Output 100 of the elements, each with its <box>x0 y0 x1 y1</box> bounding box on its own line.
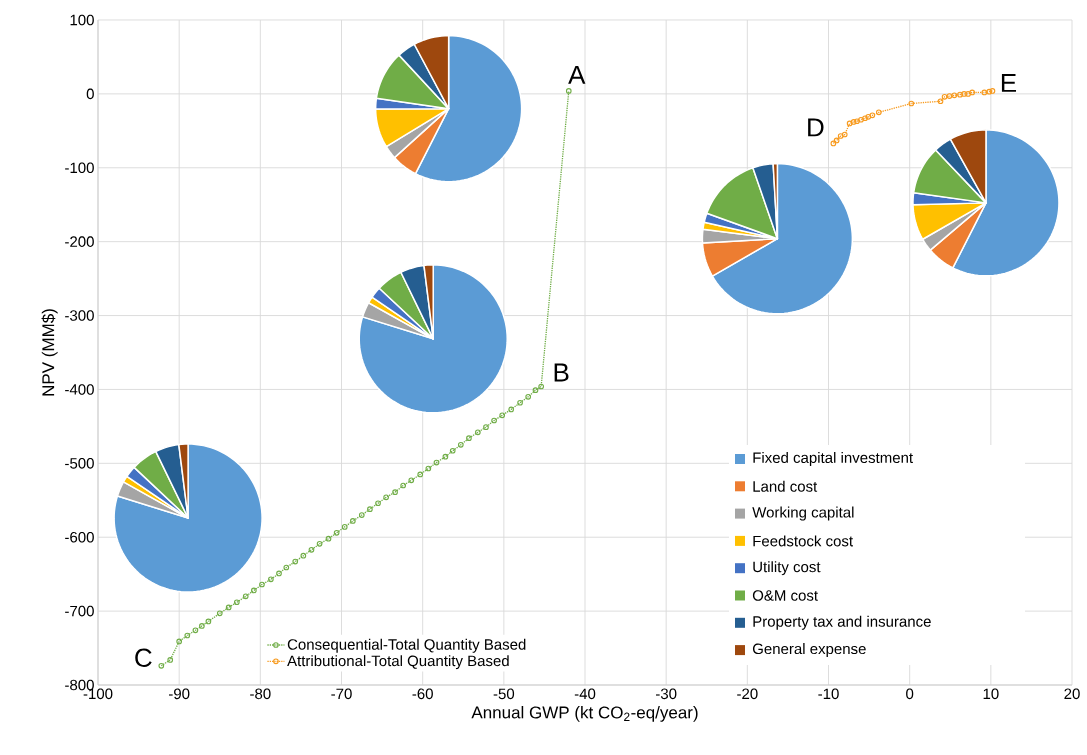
point <box>858 116 864 123</box>
annotation: E <box>1001 73 1017 92</box>
x-tick-label: -50 <box>493 688 515 700</box>
point <box>292 558 299 565</box>
x-tick-label: -60 <box>412 688 433 700</box>
point <box>300 552 307 559</box>
point <box>908 100 915 107</box>
point <box>250 587 257 594</box>
point <box>259 581 265 588</box>
legend-label: Attributional-Total Quantity Based <box>287 655 509 670</box>
point <box>184 632 191 639</box>
y-tick-label: -600 <box>65 531 94 543</box>
point <box>199 623 205 629</box>
x-tick-label: 10 <box>983 688 999 700</box>
y-tick-label: -400 <box>65 384 94 395</box>
point <box>176 638 183 645</box>
annotation: B <box>554 363 569 382</box>
point <box>941 93 948 100</box>
y-tick-label: -700 <box>65 605 94 617</box>
x-tick-label: 0 <box>906 688 914 700</box>
point <box>837 133 844 139</box>
point <box>417 471 424 478</box>
point <box>205 618 212 625</box>
point <box>167 657 174 663</box>
x-tick-label: -90 <box>169 688 190 700</box>
legend-label: Consequential-Total Quantity Based <box>287 638 526 653</box>
point <box>937 98 944 105</box>
annotation: A <box>568 65 586 84</box>
point <box>862 115 868 122</box>
y-tick-label: 100 <box>70 14 94 26</box>
point <box>865 113 872 120</box>
legend-label: Utility cost <box>753 561 821 576</box>
point <box>951 92 958 99</box>
x-tick-label: -40 <box>574 688 596 700</box>
point <box>283 564 290 571</box>
point <box>965 91 971 97</box>
point <box>392 489 398 495</box>
point <box>946 93 953 99</box>
point <box>408 477 415 484</box>
point <box>333 529 340 536</box>
point <box>449 447 456 454</box>
point <box>367 506 373 512</box>
point <box>986 88 993 95</box>
legend-label: General expense <box>752 643 866 658</box>
point <box>375 500 381 507</box>
point <box>850 119 857 125</box>
point <box>433 459 440 466</box>
x-tick-label: -80 <box>250 688 271 700</box>
point <box>525 393 532 400</box>
point <box>483 424 489 430</box>
point <box>830 140 837 147</box>
point <box>517 399 523 406</box>
x-axis-title: Annual GWP (kt CO$_{2}$-eq/year) <box>471 705 698 722</box>
point <box>475 429 481 436</box>
y-tick-label: -500 <box>65 458 94 469</box>
y-axis-title: NPV (MM$) <box>41 309 58 396</box>
point <box>425 465 432 472</box>
point <box>225 604 232 611</box>
y-tick-label: 0 <box>86 88 94 100</box>
point <box>833 137 840 144</box>
x-tick-label: -70 <box>331 688 352 700</box>
x-tick-label: -30 <box>656 688 677 700</box>
point <box>442 453 449 460</box>
legend-label: Feedstock cost <box>753 535 853 547</box>
point <box>242 593 249 600</box>
legend-label: Working capital <box>752 506 854 521</box>
point <box>276 570 282 577</box>
point <box>989 88 996 94</box>
annotation: C <box>135 648 152 667</box>
point <box>538 383 545 390</box>
point <box>400 482 407 489</box>
point <box>466 435 472 442</box>
x-tick-label: -10 <box>818 688 839 700</box>
legend-label: Land cost <box>753 480 818 492</box>
x-tick-label: -20 <box>737 688 758 700</box>
point <box>316 541 323 547</box>
point <box>233 599 240 606</box>
y-tick-label: -200 <box>65 236 94 247</box>
point <box>869 112 876 119</box>
point <box>875 109 882 116</box>
legend-label: Property tax and insurance <box>753 615 931 630</box>
point <box>491 417 497 424</box>
y-tick-label: -300 <box>65 310 94 321</box>
point <box>192 627 199 634</box>
point <box>499 412 506 419</box>
point <box>216 610 223 617</box>
point <box>961 91 967 97</box>
y-tick-label: -100 <box>65 162 94 174</box>
point <box>508 406 514 413</box>
point <box>532 387 539 394</box>
point <box>841 131 848 138</box>
point <box>358 512 365 518</box>
point <box>457 442 464 448</box>
point <box>268 576 274 583</box>
point <box>325 535 332 542</box>
legend-label: O&M cost <box>752 590 818 601</box>
point <box>350 518 356 524</box>
point <box>981 89 988 96</box>
point <box>383 494 389 501</box>
point <box>969 89 976 96</box>
